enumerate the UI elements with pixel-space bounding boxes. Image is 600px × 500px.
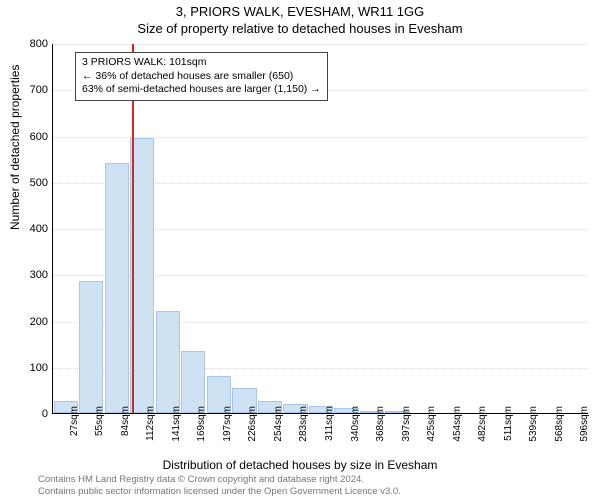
y-tick-label: 200 [18, 316, 48, 328]
y-tick-label: 300 [18, 269, 48, 281]
x-tick-label: 112sqm [145, 406, 156, 441]
y-tick-label: 100 [18, 362, 48, 374]
x-tick-label: 340sqm [350, 406, 361, 442]
x-tick-label: 27sqm [69, 406, 80, 436]
histogram-bar [105, 163, 129, 413]
chart-title-address: 3, PRIORS WALK, EVESHAM, WR11 1GG [0, 0, 600, 19]
footer-line2: Contains public sector information licen… [38, 486, 401, 498]
x-tick-label: 226sqm [247, 406, 258, 442]
plot-wrap: 27sqm55sqm84sqm112sqm141sqm169sqm197sqm2… [52, 44, 588, 414]
annotation-line: 3 PRIORS WALK: 101sqm [82, 56, 321, 70]
histogram-bar [181, 351, 205, 413]
x-axis-label: Distribution of detached houses by size … [0, 458, 600, 472]
histogram-bar [156, 311, 180, 413]
x-tick-label: 169sqm [196, 406, 207, 442]
histogram-bar [79, 281, 103, 413]
x-tick-label: 84sqm [120, 406, 131, 436]
y-tick-label: 0 [18, 408, 48, 420]
y-tick-label: 500 [18, 177, 48, 189]
chart-subtitle: Size of property relative to detached ho… [0, 19, 600, 36]
x-tick-label: 55sqm [94, 406, 105, 436]
x-tick-label: 311sqm [324, 406, 335, 441]
chart-container: 3, PRIORS WALK, EVESHAM, WR11 1GG Size o… [0, 0, 600, 500]
y-tick-label: 700 [18, 84, 48, 96]
x-tick-label: 425sqm [426, 406, 437, 442]
x-tick-label: 596sqm [579, 406, 590, 442]
x-tick-label: 539sqm [528, 406, 539, 442]
x-tick-label: 482sqm [477, 406, 488, 442]
x-tick-label: 368sqm [375, 406, 386, 442]
x-tick-label: 568sqm [554, 406, 565, 442]
footer-attribution: Contains HM Land Registry data © Crown c… [38, 474, 401, 498]
y-tick-label: 800 [18, 38, 48, 50]
annotation-line: ← 36% of detached houses are smaller (65… [82, 70, 321, 84]
annotation-box: 3 PRIORS WALK: 101sqm← 36% of detached h… [75, 52, 328, 101]
footer-line1: Contains HM Land Registry data © Crown c… [38, 474, 401, 486]
y-tick-label: 400 [18, 223, 48, 235]
x-tick-label: 197sqm [222, 406, 233, 442]
annotation-line: 63% of semi-detached houses are larger (… [82, 83, 321, 97]
y-tick-label: 600 [18, 131, 48, 143]
x-tick-label: 254sqm [273, 406, 284, 442]
x-tick-label: 141sqm [171, 406, 182, 442]
x-tick-label: 397sqm [401, 406, 412, 442]
x-tick-label: 283sqm [298, 406, 309, 442]
x-tick-label: 511sqm [503, 406, 514, 441]
plot-area: 27sqm55sqm84sqm112sqm141sqm169sqm197sqm2… [52, 44, 588, 414]
x-tick-label: 454sqm [452, 406, 463, 442]
